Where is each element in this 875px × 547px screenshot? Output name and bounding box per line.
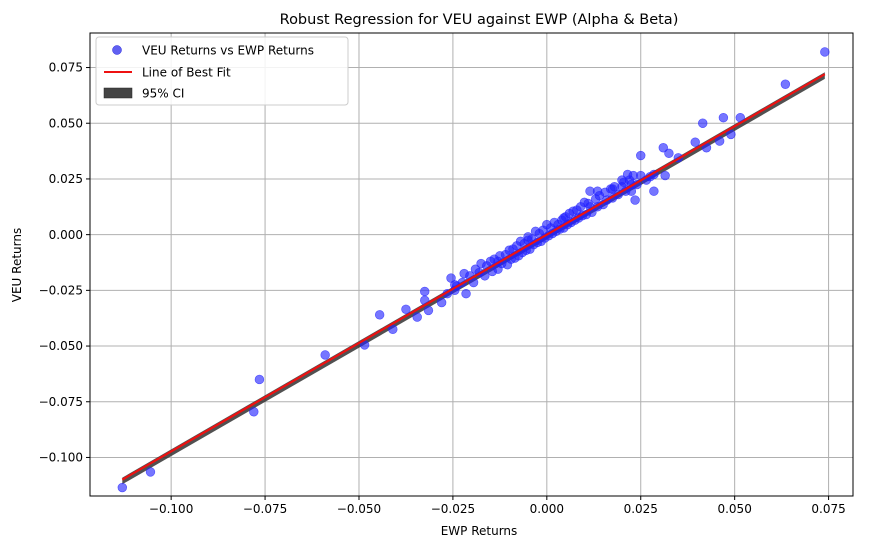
legend-label-points: VEU Returns vs EWP Returns xyxy=(142,44,314,58)
x-tick-label: 0.050 xyxy=(717,502,751,516)
data-point xyxy=(254,374,265,385)
data-point xyxy=(780,79,791,89)
data-point xyxy=(698,118,708,128)
chart-title: Robust Regression for VEU against EWP (A… xyxy=(280,12,679,28)
data-point xyxy=(412,312,422,322)
data-point xyxy=(726,129,736,140)
data-point xyxy=(617,175,627,185)
x-tick-label: −0.025 xyxy=(431,502,475,516)
y-tick-label: 0.025 xyxy=(49,172,83,186)
data-point xyxy=(145,467,156,477)
data-point xyxy=(374,310,385,320)
data-point xyxy=(649,186,659,196)
x-tick-label: 0.000 xyxy=(530,502,564,516)
x-axis-ticks: −0.100 −0.075 −0.050 −0.025 0.000 0.025 0.050 0… xyxy=(149,496,846,516)
data-point xyxy=(664,148,674,159)
x-tick-label: 0.075 xyxy=(811,502,845,516)
data-point xyxy=(117,482,128,493)
grid xyxy=(90,33,853,496)
y-tick-label: 0.050 xyxy=(49,116,83,130)
data-point xyxy=(459,268,469,279)
data-point xyxy=(249,407,259,417)
plot-frame xyxy=(89,32,854,497)
legend-box xyxy=(95,36,349,106)
x-tick-label: −0.050 xyxy=(337,502,381,516)
y-axis-label: VEU Returns xyxy=(10,228,24,302)
data-point xyxy=(636,150,646,161)
x-axis-label: EWP Returns xyxy=(441,524,518,538)
data-point xyxy=(420,286,430,297)
data-point xyxy=(690,137,700,147)
data-point xyxy=(436,297,447,308)
legend-patch-icon xyxy=(103,87,133,99)
data-point xyxy=(660,170,670,181)
data-point xyxy=(388,324,398,335)
y-axis-ticks: −0.100 −0.075 −0.050 −0.025 0.000 0.025 0.050 0… xyxy=(39,61,90,465)
x-tick-label: −0.075 xyxy=(243,502,287,516)
data-point xyxy=(718,112,729,123)
data-point xyxy=(461,288,471,299)
y-tick-label: −0.025 xyxy=(39,284,83,298)
y-tick-label: −0.050 xyxy=(39,339,83,353)
data-point xyxy=(714,136,725,146)
data-point xyxy=(559,213,569,223)
y-tick-label: 0.075 xyxy=(49,61,83,75)
legend-marker-icon xyxy=(112,45,122,55)
data-point xyxy=(401,304,411,314)
fit-line xyxy=(121,73,826,481)
y-tick-label: 0.000 xyxy=(49,228,83,242)
data-point xyxy=(658,143,668,153)
data-point xyxy=(592,186,603,196)
y-tick-label: −0.100 xyxy=(39,451,83,465)
y-tick-label: −0.075 xyxy=(39,395,83,409)
legend-label-fit: Line of Best Fit xyxy=(142,66,231,80)
data-point xyxy=(423,305,434,316)
data-point xyxy=(320,350,330,360)
data-point xyxy=(630,195,640,205)
data-point xyxy=(820,47,830,57)
legend: VEU Returns vs EWP Returns Line of Best … xyxy=(95,36,349,106)
x-tick-label: −0.100 xyxy=(149,502,193,516)
fit-line-layer xyxy=(121,73,826,481)
x-tick-label: 0.025 xyxy=(624,502,658,516)
legend-label-ci: 95% CI xyxy=(142,87,184,101)
data-point xyxy=(607,184,618,194)
